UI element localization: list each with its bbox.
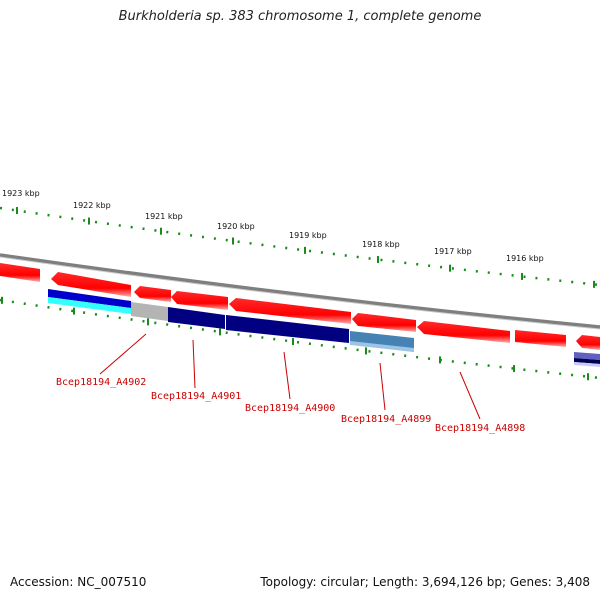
forward-gene xyxy=(229,298,351,324)
scale-labels: 1923 kbp 1922 kbp 1921 kbp 1920 kbp 1919… xyxy=(2,189,544,263)
inner-scale-ring xyxy=(0,296,600,381)
forward-gene xyxy=(51,272,131,297)
backbone-ring xyxy=(0,253,600,329)
outer-major-ticks xyxy=(16,207,595,288)
scale-label-1916: 1916 kbp xyxy=(506,254,544,263)
gene-label-a4900: Bcep18194_A4900 xyxy=(245,403,335,414)
scale-label-1918: 1918 kbp xyxy=(362,240,400,249)
reverse-strand-genes xyxy=(48,289,600,367)
reverse-gene-edge xyxy=(574,352,600,360)
reverse-gene-a4901 xyxy=(168,307,225,329)
scale-label-1919: 1919 kbp xyxy=(289,231,327,240)
forward-gene xyxy=(515,330,566,347)
reverse-gene-a4902-lower xyxy=(48,297,131,314)
leader-a4900 xyxy=(283,351,291,400)
inner-dotted-ring xyxy=(0,298,600,380)
gene-label-a4901: Bcep18194_A4901 xyxy=(151,391,241,402)
scale-label-1922: 1922 kbp xyxy=(73,201,111,210)
forward-gene xyxy=(576,335,600,350)
forward-gene xyxy=(171,291,228,310)
forward-gene xyxy=(352,313,416,332)
accession-text: Accession: NC_007510 xyxy=(10,575,147,589)
forward-strand-genes xyxy=(0,263,600,350)
outer-dotted-ring xyxy=(0,206,600,287)
forward-gene xyxy=(0,263,40,282)
scale-label-1923: 1923 kbp xyxy=(2,189,40,198)
inner-major-ticks xyxy=(1,296,589,381)
gene-label-a4902: Bcep18194_A4902 xyxy=(56,377,146,388)
forward-gene xyxy=(134,286,171,302)
reverse-gene-a4899-shade xyxy=(350,341,414,352)
scale-label-1920: 1920 kbp xyxy=(217,222,255,231)
forward-gene xyxy=(417,321,510,343)
gene-labels: Bcep18194_A4902 Bcep18194_A4901 Bcep1819… xyxy=(56,377,525,434)
leader-a4902 xyxy=(99,333,147,375)
reverse-gene-a4900 xyxy=(226,315,349,343)
reverse-gene-a4902 xyxy=(48,289,131,308)
reverse-gene-edge-light xyxy=(574,362,600,367)
topology-summary: Topology: circular; Length: 3,694,126 bp… xyxy=(260,575,590,589)
gene-label-a4898: Bcep18194_A4898 xyxy=(435,423,525,434)
gene-label-a4899: Bcep18194_A4899 xyxy=(341,414,431,425)
reverse-gene-grey xyxy=(131,302,168,321)
leader-a4901 xyxy=(192,339,196,389)
leader-a4899 xyxy=(379,362,386,411)
leader-a4898 xyxy=(459,371,481,420)
scale-label-1921: 1921 kbp xyxy=(145,212,183,221)
scale-label-1917: 1917 kbp xyxy=(434,247,472,256)
backbone-highlight xyxy=(0,256,600,330)
outer-scale-ring: 1923 kbp 1922 kbp 1921 kbp 1920 kbp 1919… xyxy=(0,189,600,288)
gene-label-leaders xyxy=(99,333,481,420)
map-title: Burkholderia sp. 383 chromosome 1, compl… xyxy=(118,9,482,24)
